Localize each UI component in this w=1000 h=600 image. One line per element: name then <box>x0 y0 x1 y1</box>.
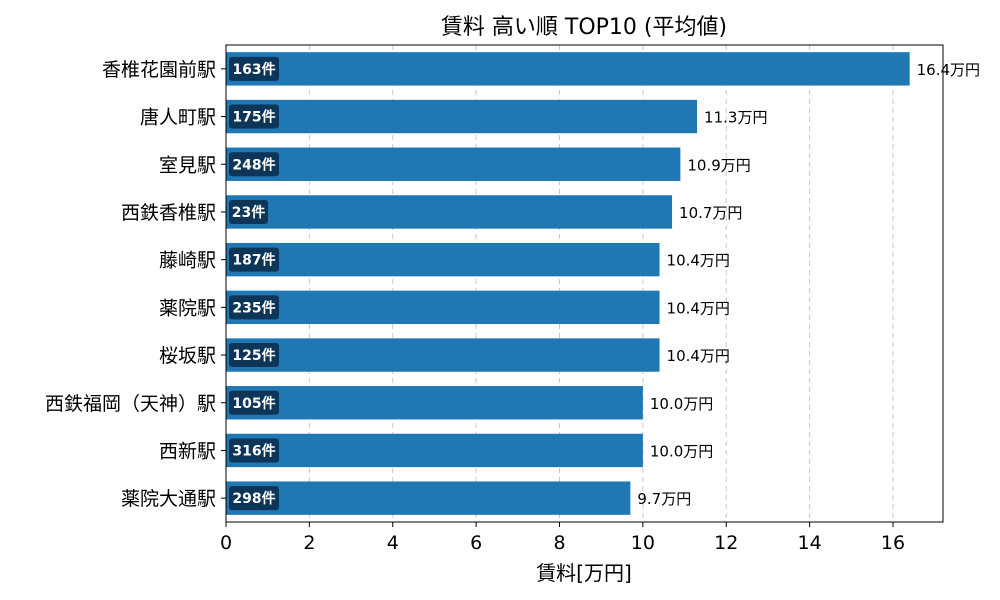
category-label: 西新駅 <box>159 440 216 462</box>
bar <box>226 433 643 468</box>
count-badge <box>229 152 279 177</box>
count-label: 298件 <box>232 490 275 507</box>
plot-frame <box>225 44 944 523</box>
count-label: 175件 <box>232 109 275 126</box>
bar-value-label: 9.7万円 <box>637 490 691 508</box>
count-badge <box>229 56 279 81</box>
category-label: 薬院大通駅 <box>121 488 216 510</box>
bar-value-label: 11.3万円 <box>704 109 767 127</box>
x-tick-label: 14 <box>798 532 822 554</box>
x-tick-label: 2 <box>303 532 315 554</box>
bar-value-label: 10.4万円 <box>667 299 730 317</box>
count-label: 187件 <box>232 252 275 269</box>
count-label: 235件 <box>232 299 275 316</box>
count-badge <box>229 486 279 511</box>
count-badge <box>229 199 268 224</box>
x-tick-label: 4 <box>387 532 399 554</box>
x-tick-label: 12 <box>714 532 738 554</box>
count-label: 125件 <box>232 347 275 364</box>
bar <box>226 52 910 86</box>
x-tick-label: 0 <box>220 532 232 554</box>
count-badge <box>229 438 279 463</box>
x-tick-label: 8 <box>553 532 565 554</box>
count-label: 105件 <box>232 395 275 412</box>
x-axis-ticks: 0 2 4 6 8 10 12 14 16 <box>220 522 905 554</box>
count-badge <box>229 343 279 368</box>
count-badge <box>229 104 279 129</box>
count-badge <box>229 247 279 272</box>
category-label: 西鉄香椎駅 <box>121 202 216 224</box>
count-label: 248件 <box>232 156 275 173</box>
x-tick-label: 6 <box>470 532 482 554</box>
category-label: 西鉄福岡（天神）駅 <box>45 393 216 415</box>
count-label: 23件 <box>232 204 265 221</box>
bar <box>226 481 631 515</box>
bar-value-label: 10.0万円 <box>650 395 713 413</box>
category-label: 室見駅 <box>159 154 216 176</box>
category-label: 桜坂駅 <box>159 345 216 367</box>
x-tick-label: 16 <box>881 532 905 554</box>
bar-value-label: 10.7万円 <box>679 204 742 222</box>
bar <box>226 99 698 134</box>
bar <box>226 338 660 372</box>
bar-value-label: 10.0万円 <box>650 442 713 460</box>
bar <box>226 147 681 181</box>
bar-value-label: 16.4万円 <box>917 61 980 79</box>
category-label: 香椎花園前駅 <box>102 59 216 81</box>
y-axis-categories: 香椎花園前駅唐人町駅室見駅西鉄香椎駅藤崎駅薬院駅桜坂駅西鉄福岡（天神）駅西新駅薬… <box>45 59 226 510</box>
bar-value-label: 10.4万円 <box>667 347 730 365</box>
bar-value-label: 10.4万円 <box>667 252 730 270</box>
x-axis-label: 賃料[万円] <box>536 561 632 585</box>
count-badge <box>229 390 279 415</box>
category-label: 薬院駅 <box>159 297 216 319</box>
bars: 16.4万円 163件 11.3万円 175件 10.9万円 248件 10.7万円 23件 1… <box>226 52 980 515</box>
count-badge <box>229 295 279 320</box>
bar-value-label: 10.9万円 <box>687 156 750 174</box>
category-label: 唐人町駅 <box>140 107 216 129</box>
count-label: 316件 <box>232 442 275 459</box>
bar <box>226 195 673 229</box>
bar <box>226 242 660 277</box>
bar <box>226 386 643 420</box>
count-label: 163件 <box>232 61 275 78</box>
bar <box>226 290 660 325</box>
x-tick-label: 10 <box>631 532 655 554</box>
category-label: 藤崎駅 <box>159 250 216 272</box>
chart-title: 賃料 高い順 TOP10 (平均値) <box>441 15 727 40</box>
